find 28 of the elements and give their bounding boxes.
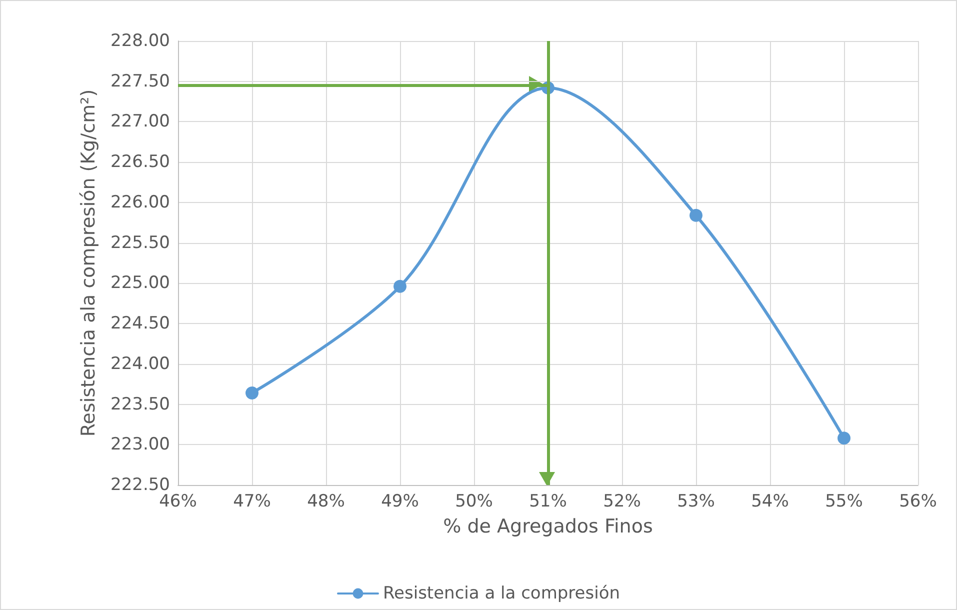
y-tick-label: 224.00 bbox=[110, 354, 170, 374]
x-tick-label: 54% bbox=[751, 492, 789, 512]
x-tick-label: 55% bbox=[825, 492, 863, 512]
y-tick-label: 227.00 bbox=[110, 112, 170, 132]
y-tick-label: 225.50 bbox=[110, 232, 170, 253]
y-axis-title: Resistencia ala compresión (Kg/cm²) bbox=[78, 89, 100, 437]
x-tick-label: 47% bbox=[233, 492, 271, 512]
y-tick-label: 226.00 bbox=[110, 192, 170, 212]
y-tick-label: 223.50 bbox=[110, 394, 170, 414]
x-tick-label: 51% bbox=[529, 492, 567, 512]
point bbox=[838, 432, 850, 445]
x-tick-label: 49% bbox=[381, 492, 419, 512]
x-tick-label: 48% bbox=[307, 492, 345, 512]
y-tick-label: 226.50 bbox=[110, 152, 170, 172]
point bbox=[690, 208, 702, 222]
y-tick-label: 223.00 bbox=[110, 434, 170, 455]
point bbox=[246, 386, 258, 400]
y-tick-label: 225.00 bbox=[110, 273, 170, 294]
y-tick-label: 227.50 bbox=[110, 71, 170, 92]
x-axis-title: % de Agregados Finos bbox=[443, 516, 653, 538]
y-tick-label: 228.00 bbox=[110, 31, 170, 51]
x-tick-label: 52% bbox=[603, 492, 641, 512]
x-tick-label: 50% bbox=[455, 492, 493, 512]
x-tick-label: 56% bbox=[899, 492, 937, 512]
x-tick-label: 53% bbox=[677, 492, 715, 512]
legend-label: Resistencia a la compresión bbox=[382, 584, 620, 604]
point bbox=[394, 280, 406, 293]
y-tick-label: 224.50 bbox=[110, 314, 170, 334]
